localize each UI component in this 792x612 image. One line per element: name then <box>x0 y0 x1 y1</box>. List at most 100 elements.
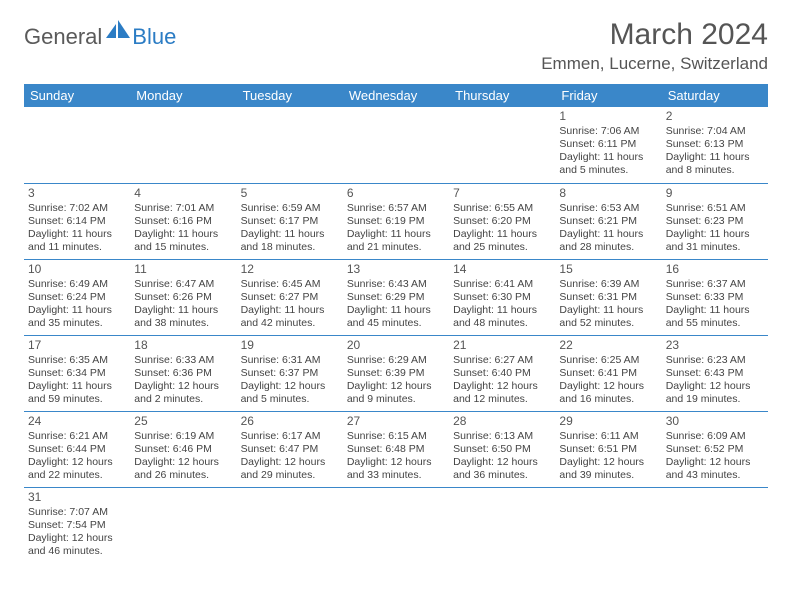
daylight-text: Daylight: 11 hours <box>559 228 657 241</box>
daylight-text: Daylight: 11 hours <box>666 151 764 164</box>
daylight-text: Daylight: 11 hours <box>134 228 232 241</box>
daylight-text: and 45 minutes. <box>347 317 445 330</box>
sunset-text: Sunset: 6:29 PM <box>347 291 445 304</box>
sunrise-text: Sunrise: 6:47 AM <box>134 278 232 291</box>
calendar-cell: 14Sunrise: 6:41 AMSunset: 6:30 PMDayligh… <box>449 259 555 335</box>
calendar-cell: 12Sunrise: 6:45 AMSunset: 6:27 PMDayligh… <box>237 259 343 335</box>
daylight-text: Daylight: 12 hours <box>134 380 232 393</box>
month-title: March 2024 <box>541 18 768 52</box>
daylight-text: and 21 minutes. <box>347 241 445 254</box>
location-label: Emmen, Lucerne, Switzerland <box>541 54 768 74</box>
weekday-header: Tuesday <box>237 84 343 107</box>
page-header: General Blue March 2024 Emmen, Lucerne, … <box>24 18 768 74</box>
weekday-header: Sunday <box>24 84 130 107</box>
sunset-text: Sunset: 6:36 PM <box>134 367 232 380</box>
calendar-cell: 25Sunrise: 6:19 AMSunset: 6:46 PMDayligh… <box>130 411 236 487</box>
calendar-cell: 6Sunrise: 6:57 AMSunset: 6:19 PMDaylight… <box>343 183 449 259</box>
calendar-cell: 10Sunrise: 6:49 AMSunset: 6:24 PMDayligh… <box>24 259 130 335</box>
sunrise-text: Sunrise: 7:04 AM <box>666 125 764 138</box>
calendar-cell <box>343 107 449 183</box>
daylight-text: and 31 minutes. <box>666 241 764 254</box>
sunset-text: Sunset: 6:39 PM <box>347 367 445 380</box>
calendar-row: 17Sunrise: 6:35 AMSunset: 6:34 PMDayligh… <box>24 335 768 411</box>
daylight-text: Daylight: 12 hours <box>559 456 657 469</box>
day-number: 27 <box>347 414 445 429</box>
sunset-text: Sunset: 6:44 PM <box>28 443 126 456</box>
daylight-text: Daylight: 11 hours <box>453 304 551 317</box>
sunset-text: Sunset: 6:52 PM <box>666 443 764 456</box>
day-number: 11 <box>134 262 232 277</box>
sunrise-text: Sunrise: 6:31 AM <box>241 354 339 367</box>
sunrise-text: Sunrise: 7:06 AM <box>559 125 657 138</box>
weekday-header: Friday <box>555 84 661 107</box>
daylight-text: Daylight: 12 hours <box>347 380 445 393</box>
sunset-text: Sunset: 6:37 PM <box>241 367 339 380</box>
daylight-text: and 15 minutes. <box>134 241 232 254</box>
sunrise-text: Sunrise: 7:02 AM <box>28 202 126 215</box>
daylight-text: and 28 minutes. <box>559 241 657 254</box>
day-number: 7 <box>453 186 551 201</box>
daylight-text: and 8 minutes. <box>666 164 764 177</box>
calendar-cell: 28Sunrise: 6:13 AMSunset: 6:50 PMDayligh… <box>449 411 555 487</box>
sunset-text: Sunset: 6:33 PM <box>666 291 764 304</box>
sunset-text: Sunset: 6:47 PM <box>241 443 339 456</box>
calendar-row: 24Sunrise: 6:21 AMSunset: 6:44 PMDayligh… <box>24 411 768 487</box>
sunrise-text: Sunrise: 6:43 AM <box>347 278 445 291</box>
calendar-cell <box>343 487 449 563</box>
sunrise-text: Sunrise: 6:27 AM <box>453 354 551 367</box>
daylight-text: and 38 minutes. <box>134 317 232 330</box>
sunset-text: Sunset: 6:14 PM <box>28 215 126 228</box>
day-number: 3 <box>28 186 126 201</box>
sunrise-text: Sunrise: 6:39 AM <box>559 278 657 291</box>
sunset-text: Sunset: 6:40 PM <box>453 367 551 380</box>
sunrise-text: Sunrise: 6:45 AM <box>241 278 339 291</box>
calendar-cell <box>24 107 130 183</box>
daylight-text: Daylight: 11 hours <box>241 228 339 241</box>
sunrise-text: Sunrise: 6:17 AM <box>241 430 339 443</box>
sunset-text: Sunset: 6:34 PM <box>28 367 126 380</box>
day-number: 9 <box>666 186 764 201</box>
calendar-cell: 20Sunrise: 6:29 AMSunset: 6:39 PMDayligh… <box>343 335 449 411</box>
sunset-text: Sunset: 6:23 PM <box>666 215 764 228</box>
calendar-cell <box>237 107 343 183</box>
daylight-text: Daylight: 11 hours <box>559 151 657 164</box>
daylight-text: Daylight: 11 hours <box>134 304 232 317</box>
calendar-cell <box>555 487 661 563</box>
day-number: 23 <box>666 338 764 353</box>
calendar-cell: 26Sunrise: 6:17 AMSunset: 6:47 PMDayligh… <box>237 411 343 487</box>
sunrise-text: Sunrise: 6:51 AM <box>666 202 764 215</box>
calendar-cell: 4Sunrise: 7:01 AMSunset: 6:16 PMDaylight… <box>130 183 236 259</box>
day-number: 26 <box>241 414 339 429</box>
calendar-cell: 17Sunrise: 6:35 AMSunset: 6:34 PMDayligh… <box>24 335 130 411</box>
daylight-text: and 25 minutes. <box>453 241 551 254</box>
day-number: 4 <box>134 186 232 201</box>
sunset-text: Sunset: 6:21 PM <box>559 215 657 228</box>
calendar-cell <box>449 487 555 563</box>
daylight-text: Daylight: 12 hours <box>28 456 126 469</box>
weekday-header-row: Sunday Monday Tuesday Wednesday Thursday… <box>24 84 768 107</box>
daylight-text: and 5 minutes. <box>241 393 339 406</box>
calendar-cell: 1Sunrise: 7:06 AMSunset: 6:11 PMDaylight… <box>555 107 661 183</box>
calendar-cell: 27Sunrise: 6:15 AMSunset: 6:48 PMDayligh… <box>343 411 449 487</box>
sunset-text: Sunset: 6:46 PM <box>134 443 232 456</box>
calendar-row: 3Sunrise: 7:02 AMSunset: 6:14 PM Daylight… <box>24 183 768 259</box>
calendar-cell: 24Sunrise: 6:21 AMSunset: 6:44 PMDayligh… <box>24 411 130 487</box>
day-number: 18 <box>134 338 232 353</box>
day-number: 20 <box>347 338 445 353</box>
sunset-text: Sunset: 6:41 PM <box>559 367 657 380</box>
daylight-text: and 19 minutes. <box>666 393 764 406</box>
daylight-text: Daylight: 11 hours <box>241 304 339 317</box>
sunrise-text: Sunrise: 6:53 AM <box>559 202 657 215</box>
day-number: 15 <box>559 262 657 277</box>
brand-part2: Blue <box>132 24 176 50</box>
calendar-cell: 8Sunrise: 6:53 AMSunset: 6:21 PMDaylight… <box>555 183 661 259</box>
daylight-text: and 48 minutes. <box>453 317 551 330</box>
daylight-text: Daylight: 11 hours <box>347 304 445 317</box>
calendar-cell: 19Sunrise: 6:31 AMSunset: 6:37 PMDayligh… <box>237 335 343 411</box>
daylight-text: Daylight: 12 hours <box>241 456 339 469</box>
day-number: 12 <box>241 262 339 277</box>
sunrise-text: Sunrise: 6:23 AM <box>666 354 764 367</box>
daylight-text: and 46 minutes. <box>28 545 126 558</box>
day-number: 16 <box>666 262 764 277</box>
calendar-cell: 15Sunrise: 6:39 AMSunset: 6:31 PMDayligh… <box>555 259 661 335</box>
